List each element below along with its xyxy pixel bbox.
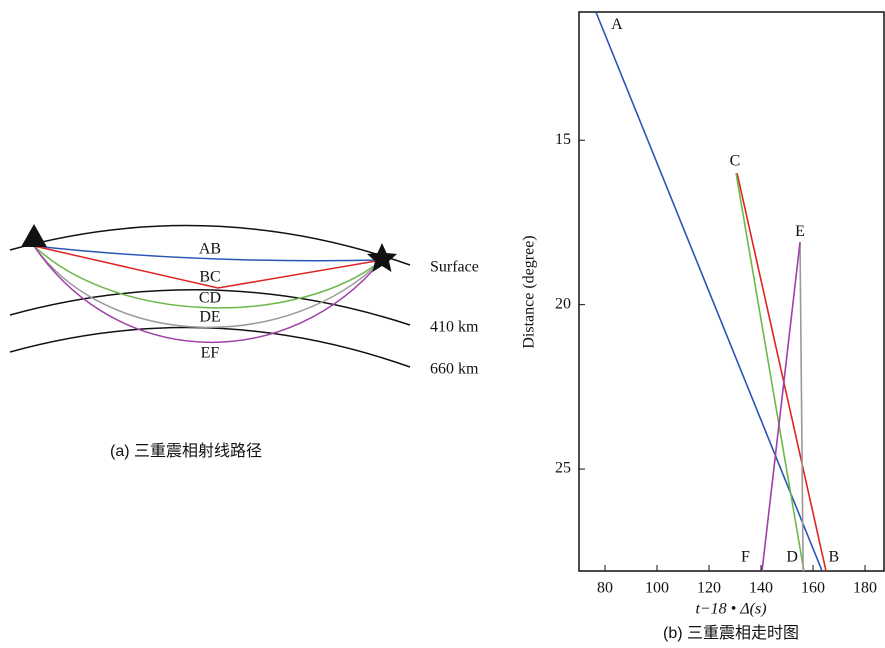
station bbox=[21, 224, 47, 247]
branch-label: B bbox=[828, 549, 839, 566]
ray-label: BC bbox=[199, 269, 220, 286]
ray-label: DE bbox=[199, 309, 220, 326]
branch-label: D bbox=[786, 549, 798, 566]
travel-time-line bbox=[595, 11, 823, 572]
y-tick-label: 25 bbox=[555, 460, 571, 477]
layer-label: 410 km bbox=[430, 319, 479, 336]
ray-cd bbox=[33, 245, 383, 309]
plot-frame bbox=[578, 11, 885, 572]
410-arc bbox=[9, 289, 411, 326]
branch-label: E bbox=[795, 223, 805, 240]
branch-label: A bbox=[611, 16, 623, 33]
layer-label: Surface bbox=[430, 259, 479, 276]
ray-bc bbox=[33, 245, 383, 289]
ray-label: CD bbox=[199, 290, 221, 307]
x-tick-label: 100 bbox=[645, 580, 669, 597]
x-tick-label: 80 bbox=[597, 580, 613, 597]
x-tick-label: 120 bbox=[697, 580, 721, 597]
branch-label: C bbox=[730, 152, 741, 169]
surface-arc bbox=[9, 224, 411, 266]
y-tick-label: 15 bbox=[555, 131, 571, 148]
y-axis-label: Distance (degree) bbox=[521, 235, 538, 348]
x-tick-label: 160 bbox=[801, 580, 825, 597]
x-tick-label: 140 bbox=[749, 580, 773, 597]
ray-diagram bbox=[9, 224, 411, 368]
source-star bbox=[367, 243, 397, 272]
caption: (b) 三重震相走时图 bbox=[663, 624, 799, 642]
y-tick-label: 20 bbox=[555, 295, 571, 312]
layer-label: 660 km bbox=[430, 361, 479, 378]
branch-label: F bbox=[741, 549, 750, 566]
travel-time-line bbox=[736, 172, 827, 572]
travel-time-line bbox=[799, 242, 804, 572]
x-axis-label: t−18 • Δ(s) bbox=[695, 601, 766, 618]
x-tick-label: 180 bbox=[853, 580, 877, 597]
travel-time-line bbox=[735, 172, 805, 572]
ray-ab bbox=[33, 245, 383, 262]
ray-label: EF bbox=[201, 345, 220, 362]
ray-de bbox=[33, 245, 383, 329]
ray-ef bbox=[33, 245, 383, 343]
travel-time-line bbox=[761, 242, 801, 572]
ray-label: AB bbox=[199, 241, 221, 258]
caption: (a) 三重震相射线路径 bbox=[110, 442, 262, 460]
